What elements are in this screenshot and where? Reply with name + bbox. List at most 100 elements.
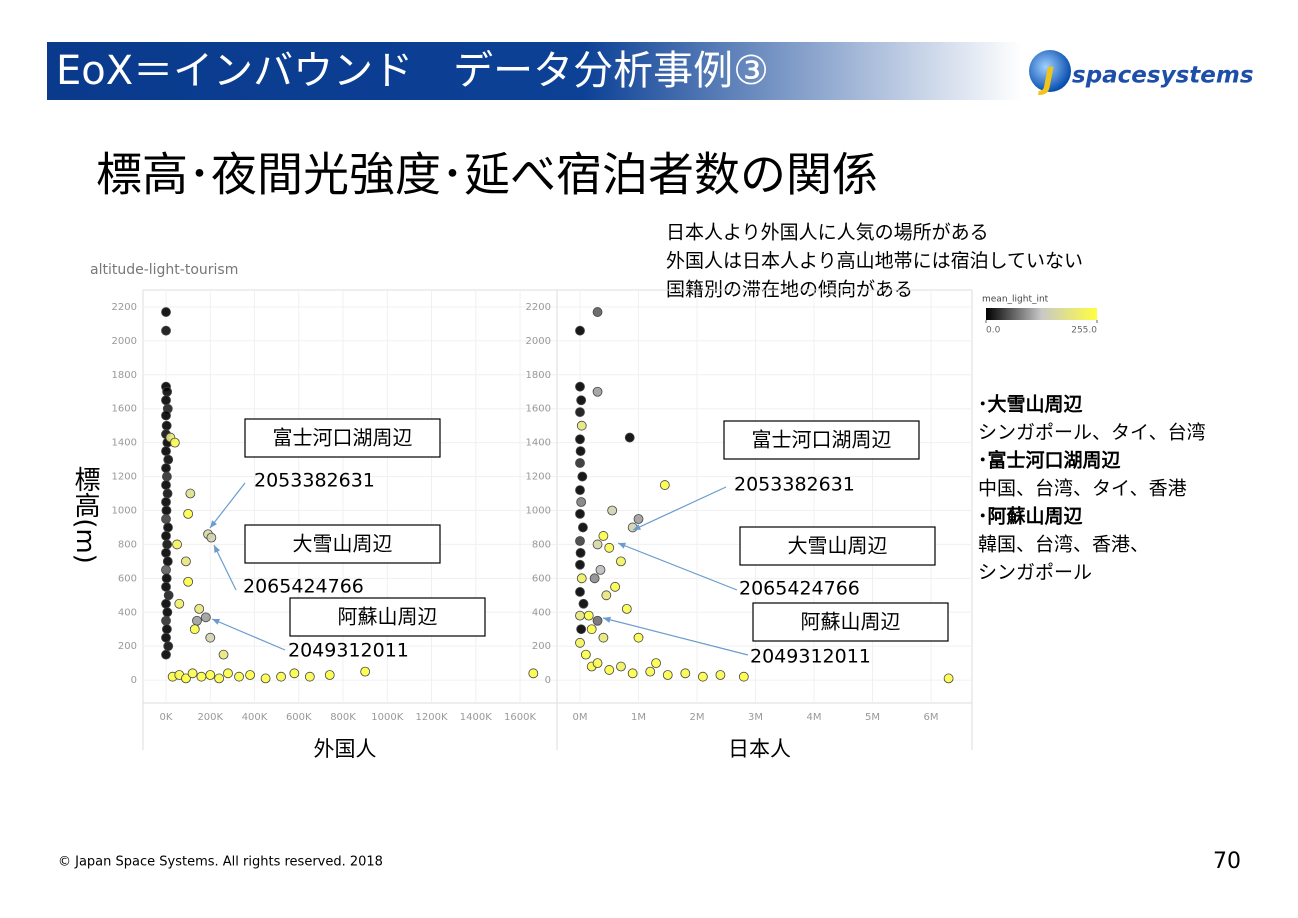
sidebar-place: ･富士河口湖周辺 [978, 449, 1121, 472]
annotation-arrowhead [618, 542, 626, 549]
point [187, 668, 198, 679]
annotation-label: 阿蘇山周辺 [338, 605, 438, 629]
point [181, 673, 191, 684]
header-title: EoX＝インバウンド データ分析事例③ [56, 48, 769, 94]
annotation-arrow [632, 486, 727, 531]
point [662, 670, 673, 680]
y-tick-label: 1200 [112, 472, 137, 483]
x-tick-label: 1400K [460, 712, 492, 723]
x-tick-label: 1M [631, 712, 646, 723]
point [575, 325, 585, 336]
y-tick-label: 1400 [112, 438, 137, 449]
annotation-box [289, 597, 486, 637]
point [161, 564, 171, 575]
point [575, 458, 585, 468]
sidebar-place: ･阿蘇山周辺 [978, 506, 1083, 528]
point [161, 471, 172, 482]
point [289, 668, 300, 679]
point [205, 670, 216, 680]
annotation-arrowhead [212, 619, 220, 625]
y-axis-label: 標高(m) [70, 466, 100, 564]
annotation-arrow [211, 618, 286, 651]
point [607, 505, 618, 516]
point [575, 637, 585, 648]
point [161, 410, 171, 421]
heading: 標高･夜間光強度･延べ宿泊者数の関係 [96, 148, 878, 202]
logo-text: spacesystems [1072, 63, 1254, 89]
point [575, 381, 585, 392]
note: 日本人より外国人に人気の場所がある [666, 222, 989, 244]
y-tick-label: 2200 [526, 302, 551, 313]
annotation-arrow [602, 617, 749, 656]
point [598, 632, 609, 643]
point [624, 432, 635, 443]
x-tick-label: 4M [807, 712, 822, 723]
sidebar-countries: シンガポール、タイ、台湾 [978, 422, 1206, 444]
point [592, 307, 603, 317]
sidebar-place: ･大雪山周辺 [978, 393, 1083, 416]
point [697, 671, 708, 682]
annotation-id: 2065424766 [739, 578, 860, 600]
point [189, 624, 200, 635]
point [651, 658, 661, 669]
point [161, 632, 171, 643]
annotation-box [244, 418, 441, 458]
point [586, 624, 597, 635]
point [214, 673, 225, 684]
point [616, 556, 626, 567]
point [161, 573, 172, 584]
point [680, 668, 691, 679]
point [589, 573, 600, 584]
colorbar [986, 308, 1097, 320]
y-tick-label: 600 [118, 573, 137, 584]
note: 外国人は日本人より高山地帯には宿泊していない [666, 250, 1083, 272]
point [575, 536, 585, 546]
point [578, 598, 589, 609]
point [183, 508, 194, 519]
point [161, 395, 171, 406]
point [163, 454, 174, 465]
point [223, 668, 233, 679]
annotation-box [739, 526, 936, 566]
point [181, 556, 191, 567]
point [592, 615, 603, 626]
annotation-arrow [209, 482, 246, 529]
x-tick-label: 0K [160, 712, 173, 723]
y-tick-label: 800 [532, 539, 551, 550]
point [592, 539, 603, 550]
point [161, 514, 171, 524]
point [659, 480, 670, 490]
point [575, 446, 586, 457]
point [234, 671, 244, 682]
point [738, 671, 749, 682]
point [528, 668, 539, 679]
point [616, 661, 626, 672]
point [621, 603, 632, 614]
y-tick-label: 200 [118, 641, 137, 652]
x-tick-label: 1600K [504, 712, 536, 723]
point [583, 610, 594, 621]
point [324, 670, 335, 680]
point [576, 420, 587, 431]
sidebar-countries: シンガポール [978, 562, 1092, 584]
point [174, 598, 185, 609]
y-tick-label: 2000 [112, 336, 137, 347]
point [610, 581, 620, 592]
y-tick-label: 1600 [526, 404, 551, 415]
annotation-label: 大雪山周辺 [293, 532, 393, 556]
point [598, 531, 609, 541]
point [183, 576, 194, 587]
annotation-arrowhead [214, 545, 221, 553]
point [575, 407, 585, 418]
annotation-id: 2049312011 [750, 646, 871, 668]
x-tick-label: 3M [748, 712, 763, 723]
annotation-id: 2049312011 [288, 640, 409, 662]
point [592, 658, 603, 669]
point [162, 488, 173, 499]
y-tick-label: 1000 [526, 505, 551, 516]
point [943, 673, 954, 684]
annotation-arrow [617, 542, 738, 591]
point [580, 649, 591, 660]
x-tick-label: 6M [924, 712, 939, 723]
